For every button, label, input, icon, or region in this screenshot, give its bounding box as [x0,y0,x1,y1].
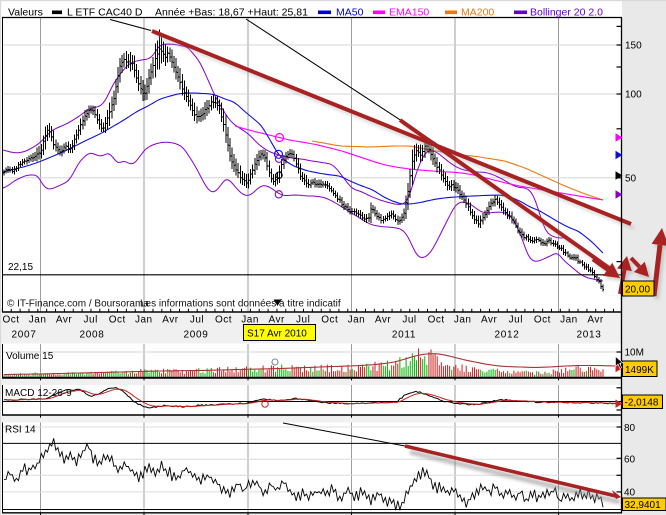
svg-text:Jul: Jul [190,315,204,326]
svg-text:22,15: 22,15 [8,262,33,273]
svg-text:32,9401: 32,9401 [625,500,662,511]
svg-text:Jul: Jul [402,315,416,326]
svg-text:Oct: Oct [321,315,338,326]
svg-text:L ETF CAC40 D: L ETF CAC40 D [67,7,143,19]
svg-text:Valeurs: Valeurs [8,7,43,19]
svg-text:40: 40 [624,487,636,498]
svg-text:Volume 15: Volume 15 [6,351,54,362]
svg-text:Avr: Avr [56,315,72,326]
svg-text:Avr: Avr [269,315,285,326]
svg-text:80: 80 [624,423,636,434]
svg-text:100: 100 [625,90,642,101]
svg-text:Oct: Oct [534,315,551,326]
svg-text:Jul: Jul [84,315,98,326]
svg-text:MA200: MA200 [461,7,494,19]
svg-text:Avr: Avr [587,315,603,326]
svg-text:© IT-Finance.com / Boursorama: © IT-Finance.com / Boursorama [7,299,149,310]
svg-text:-2,0148: -2,0148 [625,398,659,409]
svg-text:Oct: Oct [215,315,232,326]
svg-text:150: 150 [625,41,642,52]
svg-text:2009: 2009 [183,330,208,341]
svg-text:RSI 14: RSI 14 [5,425,36,436]
svg-text:Les informations sont données: Les informations sont données à titre in… [140,299,341,310]
svg-text:Jan: Jan [348,315,366,326]
svg-text:Avr: Avr [375,315,391,326]
svg-text:Jan: Jan [29,315,47,326]
svg-text:MACD 12-26-9: MACD 12-26-9 [5,388,72,399]
svg-text:2011: 2011 [392,330,416,341]
svg-text:S17 Avr 2010: S17 Avr 2010 [247,329,307,340]
svg-text:Bollinger 20 2.0: Bollinger 20 2.0 [530,7,603,19]
svg-text:20,00: 20,00 [625,285,650,296]
svg-text:Jan: Jan [135,315,153,326]
svg-text:60: 60 [624,454,636,465]
svg-text:2007: 2007 [11,330,36,341]
svg-text:Oct: Oct [109,315,126,326]
svg-text:Jan: Jan [241,315,259,326]
svg-text:Jul: Jul [296,315,310,326]
svg-text:Oct: Oct [2,315,19,326]
svg-text:1499K: 1499K [625,365,654,376]
svg-text:2013: 2013 [576,330,601,341]
svg-text:Oct: Oct [428,315,445,326]
svg-text:10M: 10M [625,348,644,359]
svg-text:Jul: Jul [509,315,523,326]
svg-text:50: 50 [625,173,637,184]
svg-text:2012: 2012 [494,330,519,341]
svg-text:MA50: MA50 [336,7,364,19]
svg-text:Jan: Jan [560,315,578,326]
svg-text:Jan: Jan [454,315,472,326]
svg-text:Année +Bas: 18,67 +Haut: 25,81: Année +Bas: 18,67 +Haut: 25,81 [155,7,308,19]
svg-text:2008: 2008 [79,330,104,341]
svg-text:Avr: Avr [162,315,178,326]
svg-text:EMA150: EMA150 [389,7,429,19]
svg-text:Avr: Avr [481,315,497,326]
